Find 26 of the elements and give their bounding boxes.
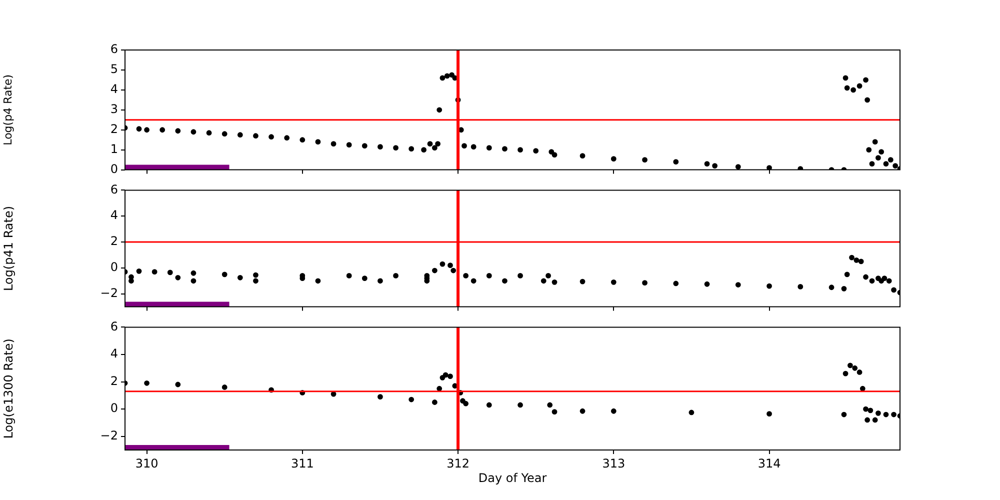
y-tick-label: 4 — [110, 346, 118, 361]
y-tick-label: −2 — [100, 286, 118, 300]
y-tick-label: −2 — [100, 428, 118, 442]
y-tick-label: 0 — [110, 260, 118, 274]
y-tick-label: 6 — [110, 42, 118, 56]
y-tick-label: 3 — [110, 102, 118, 116]
y-axis-title: Log(e1300 Rate) — [1, 338, 16, 439]
y-axis-title: Log(p4 Rate) — [1, 74, 14, 146]
x-tick-label: 314 — [758, 456, 781, 470]
y-tick-label: 2 — [110, 122, 118, 136]
y-axis-title: Log(p41 Rate) — [1, 206, 16, 292]
x-tick-label: 312 — [446, 456, 470, 470]
x-tick-label: 310 — [135, 456, 158, 470]
y-tick-label: 4 — [110, 208, 118, 222]
y-tick-label: 6 — [110, 319, 118, 334]
x-tick-label: 311 — [290, 456, 314, 470]
x-axis-title: Day of Year — [478, 470, 547, 485]
y-tick-label: 0 — [110, 401, 118, 416]
y-tick-label: 1 — [110, 142, 118, 156]
y-tick-label: 2 — [110, 234, 118, 248]
y-tick-label: 6 — [110, 182, 118, 196]
y-tick-label: 5 — [110, 62, 118, 76]
y-tick-label: 4 — [110, 82, 118, 96]
y-tick-label: 0 — [110, 162, 118, 176]
y-tick-label: 2 — [110, 374, 118, 388]
x-tick-label: 313 — [602, 456, 626, 470]
